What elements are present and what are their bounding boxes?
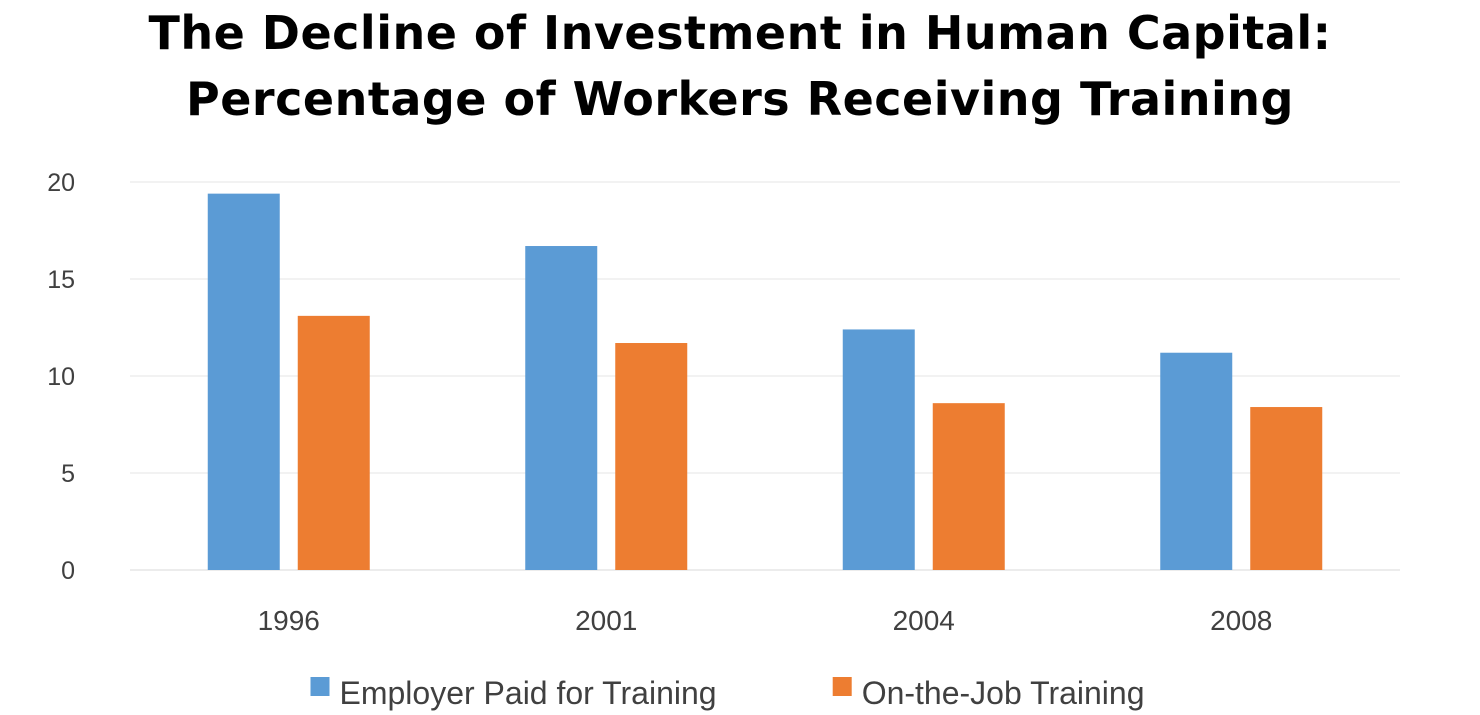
chart-title-line-2: Percentage of Workers Receiving Training xyxy=(186,72,1294,126)
bar-on-the-job-training-2004 xyxy=(932,403,1005,570)
legend-label-on-the-job-training: On-the-Job Training xyxy=(862,675,1145,711)
legend-swatch-employer-paid-for-training xyxy=(310,677,330,696)
x-tick-label-2008: 2008 xyxy=(1210,605,1272,636)
bar-on-the-job-training-2008 xyxy=(1250,407,1323,570)
bar-on-the-job-training-1996 xyxy=(297,315,370,570)
x-tick-label-1996: 1996 xyxy=(258,605,320,636)
bar-employer-paid-for-training-2004 xyxy=(842,329,915,570)
x-tick-label-2004: 2004 xyxy=(893,605,955,636)
y-tick-label-15: 15 xyxy=(47,266,75,294)
legend-swatch-on-the-job-training xyxy=(832,677,852,696)
y-tick-label-10: 10 xyxy=(47,363,75,391)
bar-employer-paid-for-training-2008 xyxy=(1160,352,1233,570)
legend-label-employer-paid-for-training: Employer Paid for Training xyxy=(340,675,717,711)
bar-on-the-job-training-2001 xyxy=(615,343,688,570)
x-tick-label-2001: 2001 xyxy=(575,605,637,636)
y-tick-label-5: 5 xyxy=(61,460,75,488)
chart-title-line-1: The Decline of Investment in Human Capit… xyxy=(148,6,1332,60)
bar-employer-paid-for-training-2001 xyxy=(525,246,598,570)
y-tick-label-0: 0 xyxy=(61,557,75,585)
bar-employer-paid-for-training-1996 xyxy=(207,193,280,570)
y-tick-label-20: 20 xyxy=(47,169,75,197)
